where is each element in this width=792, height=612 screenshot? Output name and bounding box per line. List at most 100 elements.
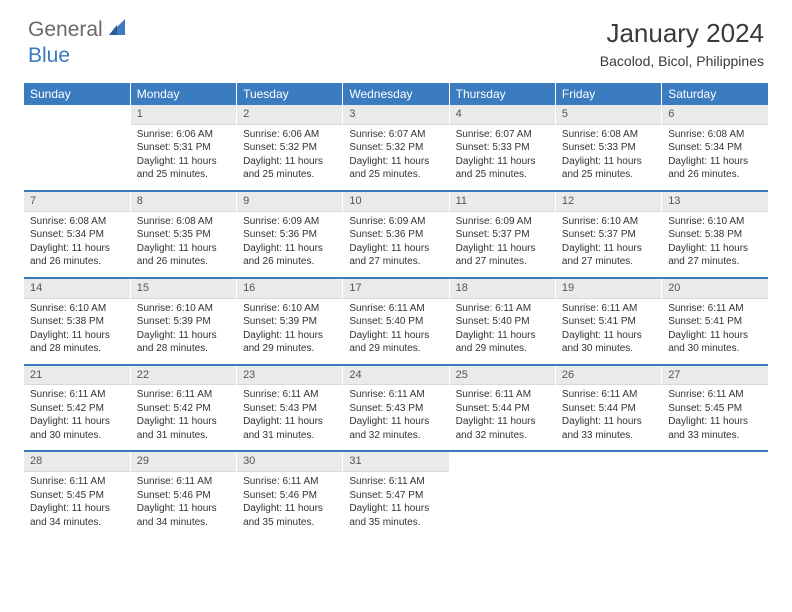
weekday-header: Wednesday — [343, 83, 449, 105]
daylight-text: Daylight: 11 hours and 33 minutes. — [668, 415, 762, 442]
calendar-body: 1Sunrise: 6:06 AMSunset: 5:31 PMDaylight… — [24, 105, 768, 537]
calendar-day-cell: 8Sunrise: 6:08 AMSunset: 5:35 PMDaylight… — [130, 191, 236, 278]
sunrise-text: Sunrise: 6:11 AM — [349, 388, 442, 402]
day-content: Sunrise: 6:10 AMSunset: 5:39 PMDaylight:… — [131, 299, 236, 364]
weekday-header-row: Sunday Monday Tuesday Wednesday Thursday… — [24, 83, 768, 105]
daylight-text: Daylight: 11 hours and 35 minutes. — [349, 502, 442, 529]
calendar-day-cell: 17Sunrise: 6:11 AMSunset: 5:40 PMDayligh… — [343, 278, 449, 365]
sunrise-text: Sunrise: 6:11 AM — [562, 388, 655, 402]
day-number: 15 — [131, 279, 236, 299]
day-number: 17 — [343, 279, 448, 299]
day-content: Sunrise: 6:11 AMSunset: 5:46 PMDaylight:… — [131, 472, 236, 537]
calendar-day-cell: 24Sunrise: 6:11 AMSunset: 5:43 PMDayligh… — [343, 365, 449, 452]
sunset-text: Sunset: 5:34 PM — [30, 228, 124, 242]
sunrise-text: Sunrise: 6:10 AM — [562, 215, 655, 229]
calendar-day-cell: 5Sunrise: 6:08 AMSunset: 5:33 PMDaylight… — [555, 105, 661, 191]
daylight-text: Daylight: 11 hours and 25 minutes. — [243, 155, 336, 182]
daylight-text: Daylight: 11 hours and 28 minutes. — [30, 329, 124, 356]
day-number: 7 — [24, 192, 130, 212]
sunrise-text: Sunrise: 6:07 AM — [456, 128, 549, 142]
sunrise-text: Sunrise: 6:11 AM — [668, 302, 762, 316]
calendar-table: Sunday Monday Tuesday Wednesday Thursday… — [24, 83, 768, 537]
day-content: Sunrise: 6:11 AMSunset: 5:40 PMDaylight:… — [343, 299, 448, 364]
sunset-text: Sunset: 5:41 PM — [562, 315, 655, 329]
day-number: 13 — [662, 192, 768, 212]
sunrise-text: Sunrise: 6:11 AM — [137, 388, 230, 402]
day-content: Sunrise: 6:11 AMSunset: 5:40 PMDaylight:… — [450, 299, 555, 364]
daylight-text: Daylight: 11 hours and 25 minutes. — [137, 155, 230, 182]
header: General January 2024 Bacolod, Bicol, Phi… — [0, 0, 792, 75]
day-content: Sunrise: 6:09 AMSunset: 5:37 PMDaylight:… — [450, 212, 555, 277]
day-content: Sunrise: 6:08 AMSunset: 5:34 PMDaylight:… — [24, 212, 130, 277]
calendar-day-cell: 3Sunrise: 6:07 AMSunset: 5:32 PMDaylight… — [343, 105, 449, 191]
calendar-day-cell — [662, 451, 768, 537]
daylight-text: Daylight: 11 hours and 34 minutes. — [30, 502, 124, 529]
calendar-week-row: 28Sunrise: 6:11 AMSunset: 5:45 PMDayligh… — [24, 451, 768, 537]
month-title: January 2024 — [600, 18, 764, 49]
day-content: Sunrise: 6:09 AMSunset: 5:36 PMDaylight:… — [343, 212, 448, 277]
sunset-text: Sunset: 5:44 PM — [562, 402, 655, 416]
calendar-day-cell: 14Sunrise: 6:10 AMSunset: 5:38 PMDayligh… — [24, 278, 130, 365]
calendar-day-cell: 6Sunrise: 6:08 AMSunset: 5:34 PMDaylight… — [662, 105, 768, 191]
day-content: Sunrise: 6:11 AMSunset: 5:42 PMDaylight:… — [131, 385, 236, 450]
day-number: 27 — [662, 366, 768, 386]
day-number: 9 — [237, 192, 342, 212]
calendar-day-cell: 27Sunrise: 6:11 AMSunset: 5:45 PMDayligh… — [662, 365, 768, 452]
calendar-day-cell — [449, 451, 555, 537]
calendar-day-cell: 18Sunrise: 6:11 AMSunset: 5:40 PMDayligh… — [449, 278, 555, 365]
day-content: Sunrise: 6:11 AMSunset: 5:41 PMDaylight:… — [662, 299, 768, 364]
sunset-text: Sunset: 5:46 PM — [243, 489, 336, 503]
sunrise-text: Sunrise: 6:08 AM — [137, 215, 230, 229]
day-number: 21 — [24, 366, 130, 386]
sunrise-text: Sunrise: 6:08 AM — [668, 128, 762, 142]
day-number: 10 — [343, 192, 448, 212]
day-content: Sunrise: 6:10 AMSunset: 5:38 PMDaylight:… — [662, 212, 768, 277]
day-number: 29 — [131, 452, 236, 472]
sunset-text: Sunset: 5:43 PM — [349, 402, 442, 416]
day-content: Sunrise: 6:11 AMSunset: 5:42 PMDaylight:… — [24, 385, 130, 450]
sunrise-text: Sunrise: 6:11 AM — [456, 388, 549, 402]
daylight-text: Daylight: 11 hours and 26 minutes. — [137, 242, 230, 269]
day-number: 8 — [131, 192, 236, 212]
calendar-day-cell: 15Sunrise: 6:10 AMSunset: 5:39 PMDayligh… — [130, 278, 236, 365]
sunrise-text: Sunrise: 6:11 AM — [668, 388, 762, 402]
weekday-header: Friday — [555, 83, 661, 105]
sunrise-text: Sunrise: 6:09 AM — [456, 215, 549, 229]
sunset-text: Sunset: 5:36 PM — [349, 228, 442, 242]
sunset-text: Sunset: 5:44 PM — [456, 402, 549, 416]
calendar-week-row: 14Sunrise: 6:10 AMSunset: 5:38 PMDayligh… — [24, 278, 768, 365]
daylight-text: Daylight: 11 hours and 30 minutes. — [30, 415, 124, 442]
day-content: Sunrise: 6:10 AMSunset: 5:39 PMDaylight:… — [237, 299, 342, 364]
weekday-header: Saturday — [662, 83, 768, 105]
weekday-header: Tuesday — [237, 83, 343, 105]
weekday-header: Sunday — [24, 83, 130, 105]
daylight-text: Daylight: 11 hours and 34 minutes. — [137, 502, 230, 529]
day-content: Sunrise: 6:07 AMSunset: 5:32 PMDaylight:… — [343, 125, 448, 190]
sunrise-text: Sunrise: 6:11 AM — [243, 475, 336, 489]
sunset-text: Sunset: 5:39 PM — [137, 315, 230, 329]
day-number: 26 — [556, 366, 661, 386]
day-number: 3 — [343, 105, 448, 125]
sunrise-text: Sunrise: 6:11 AM — [562, 302, 655, 316]
calendar-day-cell: 4Sunrise: 6:07 AMSunset: 5:33 PMDaylight… — [449, 105, 555, 191]
calendar-day-cell: 29Sunrise: 6:11 AMSunset: 5:46 PMDayligh… — [130, 451, 236, 537]
sunrise-text: Sunrise: 6:07 AM — [349, 128, 442, 142]
sunrise-text: Sunrise: 6:11 AM — [30, 388, 124, 402]
day-content: Sunrise: 6:08 AMSunset: 5:33 PMDaylight:… — [556, 125, 661, 190]
day-number: 18 — [450, 279, 555, 299]
daylight-text: Daylight: 11 hours and 25 minutes. — [349, 155, 442, 182]
calendar-day-cell: 31Sunrise: 6:11 AMSunset: 5:47 PMDayligh… — [343, 451, 449, 537]
day-content: Sunrise: 6:10 AMSunset: 5:37 PMDaylight:… — [556, 212, 661, 277]
calendar-day-cell: 20Sunrise: 6:11 AMSunset: 5:41 PMDayligh… — [662, 278, 768, 365]
sunset-text: Sunset: 5:37 PM — [562, 228, 655, 242]
calendar-day-cell: 11Sunrise: 6:09 AMSunset: 5:37 PMDayligh… — [449, 191, 555, 278]
day-number: 12 — [556, 192, 661, 212]
sunrise-text: Sunrise: 6:06 AM — [137, 128, 230, 142]
sunset-text: Sunset: 5:32 PM — [349, 141, 442, 155]
sunrise-text: Sunrise: 6:11 AM — [349, 475, 442, 489]
sunset-text: Sunset: 5:36 PM — [243, 228, 336, 242]
day-content: Sunrise: 6:11 AMSunset: 5:41 PMDaylight:… — [556, 299, 661, 364]
logo: General — [28, 18, 129, 42]
day-number: 5 — [556, 105, 661, 125]
sunrise-text: Sunrise: 6:08 AM — [562, 128, 655, 142]
